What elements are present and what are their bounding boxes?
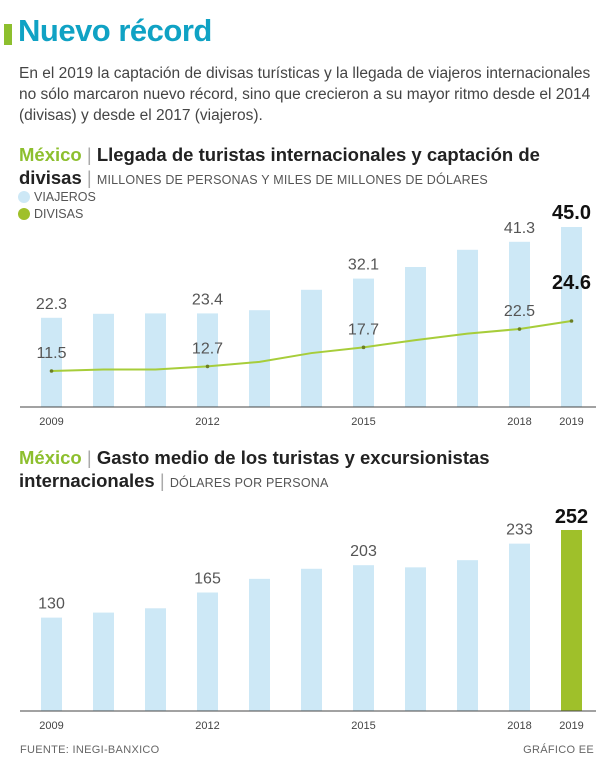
viajeros-bar-2010 (93, 313, 114, 407)
viajeros-label-2015: 32.1 (348, 257, 379, 274)
chart2-xtick-2015: 2015 (351, 720, 375, 732)
viajeros-label-2012: 23.4 (192, 291, 223, 308)
divisas-label-2012: 12.7 (192, 340, 223, 357)
chart2-xtick-2012: 2012 (195, 720, 219, 732)
legend-divisas-label: DIVISAS (34, 207, 84, 221)
chart2-xtick-2018: 2018 (507, 720, 531, 732)
chart1-xtick-2018: 2018 (507, 416, 531, 428)
legend-viajeros-swatch (18, 191, 30, 203)
chart2-separator: | (86, 447, 92, 468)
legend-viajeros: VIAJEROS (18, 190, 96, 204)
gasto-label-2018: 233 (506, 522, 533, 539)
gasto-label-2019: 252 (555, 506, 588, 528)
chart2-title: Gasto medio de los turistas y excursioni… (19, 447, 490, 491)
divisas-label-2019: 24.6 (552, 272, 591, 294)
chart1-plot: 22.3 23.4 32.1 41.3 45.0 11.5 12.7 17.7 22.5 24.6… (20, 202, 596, 428)
chart1-units-separator: | (86, 167, 92, 188)
gasto-bar-2018 (509, 543, 530, 711)
viajeros-bar-2009 (41, 317, 62, 407)
viajeros-label-2018: 41.3 (504, 220, 535, 237)
viajeros-bar-2017 (457, 249, 478, 407)
viajeros-bar-2014 (301, 289, 322, 407)
chart2-units-separator: | (159, 470, 165, 491)
viajeros-bar-2016 (405, 267, 426, 407)
legend-divisas-swatch (18, 208, 30, 220)
gasto-bar-2012 (197, 592, 218, 711)
viajeros-bar-2019 (561, 227, 582, 407)
divisas-point-2009 (49, 369, 54, 373)
chart1-separator: | (86, 144, 92, 165)
legend-viajeros-label: VIAJEROS (34, 190, 96, 204)
gasto-bar-2017 (457, 560, 478, 711)
gasto-bar-2019 (561, 530, 582, 711)
chart1-xtick-2009: 2009 (39, 416, 63, 428)
chart2-heading: México | Gasto medio de los turistas y e… (19, 446, 604, 495)
credit-note: GRÁFICO EE (523, 744, 594, 756)
viajeros-label-2019: 45.0 (552, 202, 591, 224)
divisas-label-2015: 17.7 (348, 321, 379, 338)
gasto-bar-2015 (353, 565, 374, 711)
divisas-line (51, 320, 572, 372)
gasto-label-2015: 203 (350, 543, 377, 560)
gasto-label-2009: 130 (38, 596, 65, 613)
divisas-label-2018: 22.5 (504, 303, 535, 320)
title-accent-bar (4, 24, 12, 45)
divisas-point-2018 (517, 327, 522, 331)
chart1-title: Llegada de turistas internacionales y ca… (19, 144, 540, 188)
gasto-bar-2010 (93, 612, 114, 711)
chart1-units: MILLONES DE PERSONAS Y MILES DE MILLONES… (96, 173, 488, 187)
chart1-xtick-2019: 2019 (559, 416, 583, 428)
chart2-country: México (19, 447, 82, 468)
gasto-bar-2011 (145, 608, 166, 711)
divisas-point-2015 (361, 345, 366, 350)
viajeros-bar-2018 (509, 241, 530, 407)
intro-text: En el 2019 la captación de divisas turís… (19, 65, 591, 124)
gasto-label-2012: 165 (194, 570, 221, 587)
viajeros-bar-2011 (145, 313, 166, 407)
divisas-point-2012 (205, 364, 210, 369)
viajeros-bar-2012 (197, 313, 218, 407)
viajeros-label-2009: 22.3 (36, 296, 67, 313)
chart2-units: DÓLARES POR PERSONA (169, 476, 329, 490)
gasto-bar-2009 (41, 617, 62, 711)
gasto-bar-2013 (249, 578, 270, 711)
chart1-heading: México | Llegada de turistas internacion… (19, 143, 604, 192)
chart1-xtick-2012: 2012 (195, 416, 219, 428)
chart2-plot: 130 165 203 233 252 2009 2012 2015 2018 2019 (20, 506, 596, 732)
divisas-label-2009: 11.5 (37, 345, 67, 362)
viajeros-bar-2013 (249, 310, 270, 407)
gasto-bar-2016 (405, 567, 426, 711)
page-title: Nuevo récord (18, 13, 212, 48)
source-note: FUENTE: INEGI-BANXICO (20, 744, 160, 756)
legend-divisas: DIVISAS (18, 207, 83, 221)
chart1-country: México (19, 144, 82, 165)
chart2-xtick-2019: 2019 (559, 720, 583, 732)
viajeros-bar-2015 (353, 278, 374, 407)
chart2-xtick-2009: 2009 (39, 720, 63, 732)
divisas-point-2019 (569, 319, 574, 323)
chart1-xtick-2015: 2015 (351, 416, 375, 428)
gasto-bar-2014 (301, 568, 322, 711)
